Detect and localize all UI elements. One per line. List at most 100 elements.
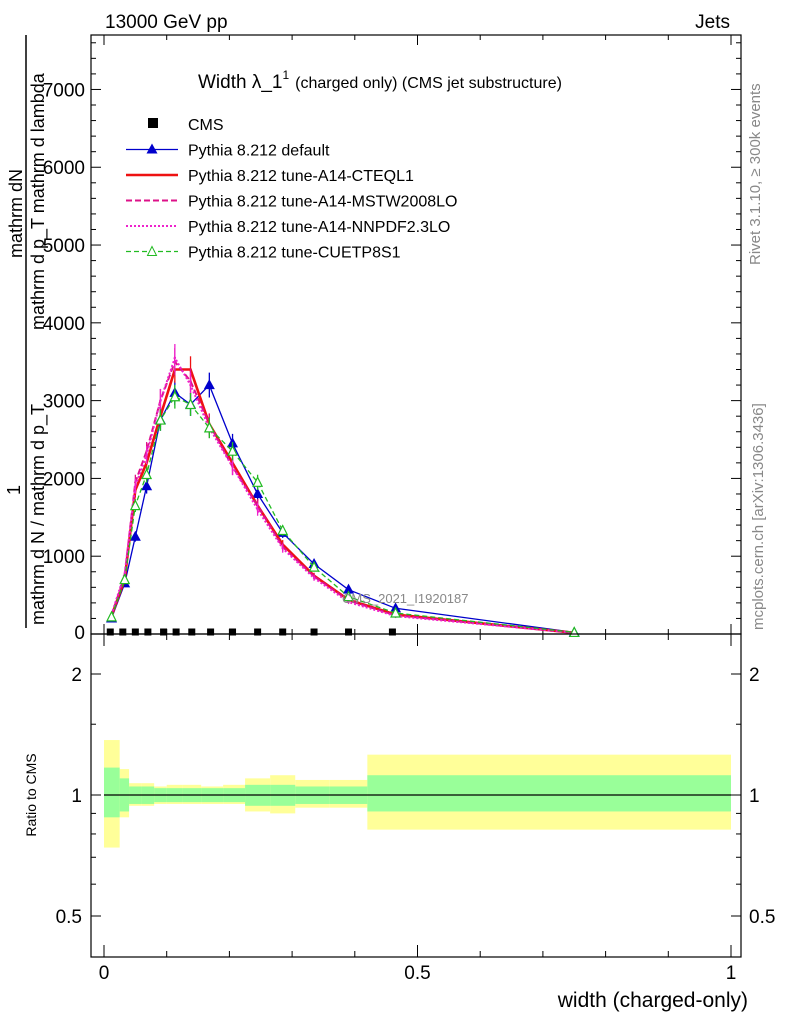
- cms-point: [279, 628, 287, 636]
- data-point: [106, 610, 117, 622]
- data-point: [185, 398, 196, 410]
- legend-label: CMS: [188, 117, 224, 134]
- legend-item: Pythia 8.212 tune-A14-NNPDF2.3LO: [126, 219, 450, 236]
- cms-point: [106, 628, 114, 636]
- data-point: [312, 576, 316, 580]
- plot-title-rest: (charged only) (CMS jet substructure): [295, 75, 562, 92]
- legend-label: Pythia 8.212 tune-A14-NNPDF2.3LO: [188, 219, 450, 236]
- data-point: [308, 560, 320, 572]
- data-point: [145, 453, 148, 457]
- data-point: [203, 379, 215, 390]
- legend-item: Pythia 8.212 tune-A14-CTEQL1: [126, 168, 414, 185]
- y-tick-label: 6000: [43, 158, 85, 179]
- data-point: [169, 390, 181, 402]
- analysis-watermark: CMS_2021_I1920187: [342, 591, 469, 606]
- data-point: [134, 484, 137, 488]
- series-line: [110, 355, 575, 634]
- ylabel-top2: mathrm d p_T mathrm d lambda: [28, 72, 49, 330]
- series-line: [110, 395, 575, 634]
- ratio-band-inner: [367, 775, 418, 812]
- y-tick-label: 7000: [43, 80, 85, 101]
- data-point: [252, 487, 264, 498]
- legend-label: Pythia 8.212 tune-A14-MSTW2008LO: [188, 194, 457, 211]
- y-tick-label: 1000: [43, 547, 85, 568]
- data-point: [281, 547, 284, 550]
- data-point: [203, 421, 215, 433]
- ylabel-top: mathrm dN: [6, 169, 26, 258]
- data-point: [189, 383, 192, 387]
- x-tick-label: 1: [726, 963, 737, 984]
- data-point: [347, 600, 350, 604]
- legend-marker: [146, 143, 158, 154]
- legend-symbol: [148, 118, 158, 128]
- cms-point: [131, 628, 139, 636]
- data-point: [227, 444, 239, 456]
- x-tick-label: 0: [99, 963, 110, 984]
- ratio-band-inner: [104, 767, 120, 818]
- data-point: [173, 356, 177, 360]
- y-tick-label: 5000: [43, 236, 85, 257]
- data-point: [154, 413, 166, 425]
- cms-point: [160, 628, 168, 636]
- data-point: [141, 480, 153, 491]
- header-jets: Jets: [695, 12, 730, 33]
- plot-title-sup: 1: [282, 68, 289, 82]
- ratio-y-tick-label: 2: [71, 665, 82, 686]
- ylabel-one: 1: [4, 485, 24, 495]
- cms-point: [254, 628, 262, 636]
- ratio-y-tick-label-right: 1: [749, 786, 760, 807]
- data-point: [231, 465, 234, 468]
- ratio-band-inner: [417, 775, 731, 812]
- data-point: [277, 524, 289, 536]
- data-point: [159, 399, 162, 402]
- cms-point: [345, 628, 353, 636]
- data-point: [343, 590, 355, 602]
- ratio-panel: 0.5 0.5 1 1 2 2 0 0.5 1: [56, 633, 775, 984]
- x-axis-label: width (charged-only): [557, 989, 748, 1012]
- cms-point: [388, 628, 396, 636]
- cms-point: [172, 628, 180, 636]
- main-ylabel: 1 mathrm dN mathrm d p_T mathrm d lambda…: [4, 35, 49, 628]
- legend-item: CMS: [148, 117, 224, 134]
- y-tick-label: 2000: [43, 469, 85, 490]
- cms-point: [119, 628, 127, 636]
- legend-label: Pythia 8.212 tune-CUETP8S1: [188, 245, 401, 262]
- y-tick-label: 3000: [43, 392, 85, 413]
- data-point: [256, 508, 259, 511]
- data-point: [129, 530, 141, 541]
- plot-title: Width λ_11 (charged only) (CMS jet substr…: [198, 68, 562, 93]
- ratio-y-tick-label: 1: [71, 786, 82, 807]
- data-point: [343, 583, 355, 594]
- ratio-ylabel: Ratio to CMS: [23, 753, 39, 836]
- header-energy: 13000 GeV pp: [105, 12, 228, 33]
- cms-point: [144, 628, 152, 636]
- legend-marker: [146, 245, 158, 256]
- ratio-y-tick-label: 0.5: [56, 907, 82, 928]
- data-point: [129, 499, 141, 511]
- legend-item: Pythia 8.212 tune-A14-MSTW2008LO: [126, 194, 457, 211]
- cms-point: [229, 628, 237, 636]
- y-tick-label: 4000: [43, 314, 85, 335]
- cms-point: [207, 628, 215, 636]
- legend-item: Pythia 8.212 tune-CUETP8S1: [126, 245, 401, 262]
- cms-data: [106, 628, 396, 636]
- y-tick-label-zero: 0: [74, 623, 85, 644]
- legend: CMS Pythia 8.212 default Pythia 8.212 tune…: [126, 117, 457, 262]
- ratio-y-tick-label-right: 0.5: [749, 907, 775, 928]
- main-bands: [106, 344, 580, 638]
- cms-point: [188, 628, 196, 636]
- ratio-y-tick-label-right: 2: [749, 665, 760, 686]
- legend-item: Pythia 8.212 default: [126, 143, 330, 160]
- x-tick-label: 0.5: [404, 963, 430, 984]
- cms-point: [310, 628, 318, 636]
- data-point: [252, 475, 264, 487]
- ylabel-bottom: mathrm d N / mathrm d p_T: [28, 404, 49, 625]
- mcplots-label: mcplots.cern.ch [arXiv:1306.3436]: [750, 403, 767, 630]
- data-point: [119, 573, 131, 585]
- rivet-label: Rivet 3.1.10, ≥ 300k events: [747, 83, 764, 265]
- plot-title-main: Width λ_1: [198, 72, 282, 93]
- data-point: [141, 468, 153, 480]
- main-panel: 1000 2000 3000 4000 5000 6000 7000 0: [43, 34, 742, 644]
- legend-label: Pythia 8.212 default: [188, 143, 330, 160]
